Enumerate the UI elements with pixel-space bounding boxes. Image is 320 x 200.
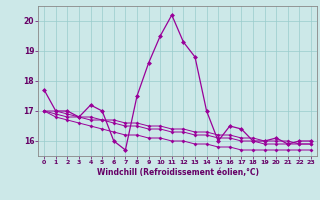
X-axis label: Windchill (Refroidissement éolien,°C): Windchill (Refroidissement éolien,°C) xyxy=(97,168,259,177)
